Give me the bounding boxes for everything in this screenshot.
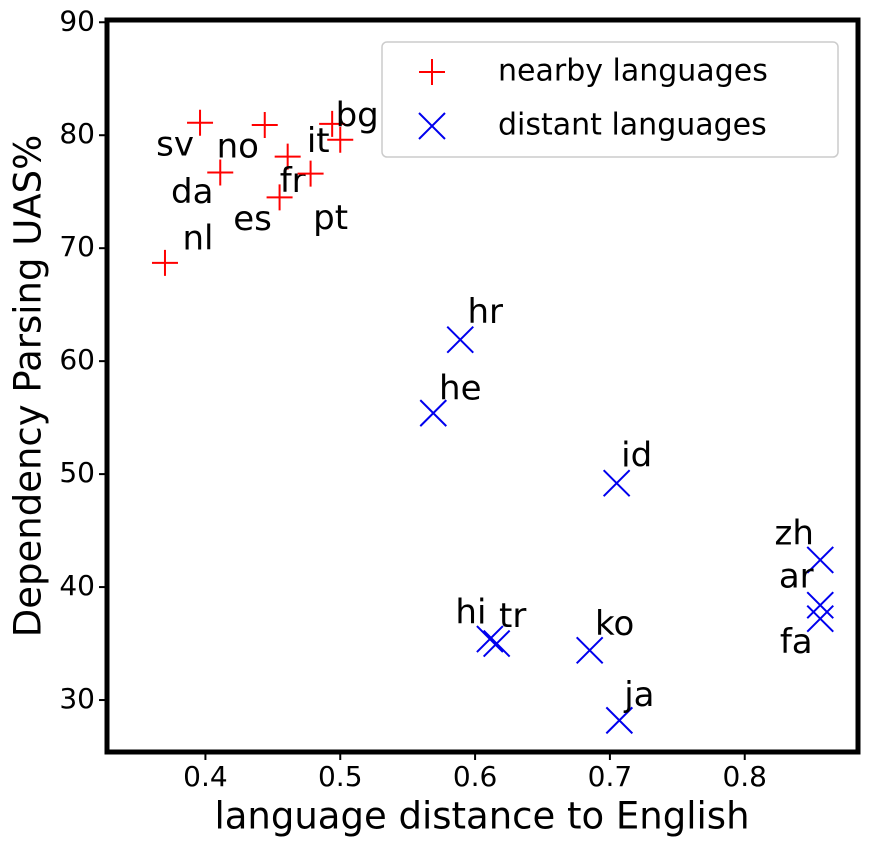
marker xyxy=(806,604,834,633)
point-label: es xyxy=(233,199,272,239)
y-tick-label: 90 xyxy=(59,4,95,37)
x-tick-label: 0.7 xyxy=(588,760,633,793)
point-label: zh xyxy=(775,513,814,553)
point xyxy=(575,636,604,665)
point xyxy=(605,706,634,735)
marker xyxy=(482,629,511,658)
legend-entry: nearby languages xyxy=(419,54,768,89)
x-tick-label: 0.8 xyxy=(722,760,767,793)
marker xyxy=(476,625,504,653)
y-tick-label: 50 xyxy=(59,456,95,489)
point-label: no xyxy=(217,127,259,167)
point xyxy=(251,112,278,139)
point xyxy=(806,546,834,574)
point-label: da xyxy=(171,172,213,212)
y-tick-label: 30 xyxy=(59,682,95,715)
x-tick-label: 0.6 xyxy=(453,760,498,793)
point xyxy=(319,110,346,137)
point xyxy=(419,399,447,427)
marker xyxy=(327,126,354,153)
point xyxy=(806,604,834,633)
marker xyxy=(806,591,834,619)
legend-marker xyxy=(419,59,445,85)
marker xyxy=(419,399,447,427)
legend-label: distant languages xyxy=(498,108,767,143)
point xyxy=(266,184,293,211)
marker xyxy=(575,636,604,665)
point-label: sv xyxy=(156,124,194,164)
marker xyxy=(602,469,631,497)
y-tick-label: 40 xyxy=(59,569,95,602)
point-label: id xyxy=(621,436,652,476)
marker xyxy=(151,249,178,276)
y-tick-label: 70 xyxy=(59,230,95,263)
marker xyxy=(187,109,214,136)
point xyxy=(274,143,301,170)
point xyxy=(446,325,474,354)
point-label: pt xyxy=(313,198,348,238)
point xyxy=(806,591,834,619)
marker xyxy=(297,160,324,187)
legend-marker xyxy=(418,112,446,140)
point xyxy=(602,469,631,497)
point xyxy=(187,109,214,136)
point xyxy=(297,160,324,187)
legend-box xyxy=(381,41,839,158)
x-tick-label: 0.5 xyxy=(318,760,363,793)
point-label: he xyxy=(439,369,481,409)
y-axis-label: Dependency Parsing UAS% xyxy=(7,135,50,637)
point-label: it xyxy=(307,121,330,161)
point-label: nl xyxy=(182,218,213,258)
point-label: ja xyxy=(623,675,654,715)
point xyxy=(482,629,511,658)
marker xyxy=(274,143,301,170)
marker xyxy=(806,546,834,574)
point-label: hr xyxy=(467,292,503,332)
point-label: bg xyxy=(336,95,379,135)
marker xyxy=(207,159,234,186)
point xyxy=(327,126,354,153)
point-label: tr xyxy=(499,596,526,636)
point xyxy=(207,159,234,186)
plot-frame xyxy=(104,17,861,755)
marker xyxy=(251,112,278,139)
legend-label: nearby languages xyxy=(498,54,768,89)
marker xyxy=(266,184,293,211)
x-tick-label: 0.4 xyxy=(183,760,228,793)
point-label: hi xyxy=(455,593,486,633)
point xyxy=(476,625,504,653)
point-label: ar xyxy=(779,557,814,597)
y-tick-label: 80 xyxy=(59,117,95,150)
point-label: fr xyxy=(280,161,306,201)
marker xyxy=(446,325,474,354)
point-label: fa xyxy=(780,622,813,662)
point-label: ko xyxy=(595,604,634,644)
marker xyxy=(319,110,346,137)
legend-entry: distant languages xyxy=(418,108,767,143)
x-axis-label: language distance to English xyxy=(214,795,749,838)
point xyxy=(151,249,178,276)
y-tick-label: 60 xyxy=(59,343,95,376)
marker xyxy=(605,706,634,735)
